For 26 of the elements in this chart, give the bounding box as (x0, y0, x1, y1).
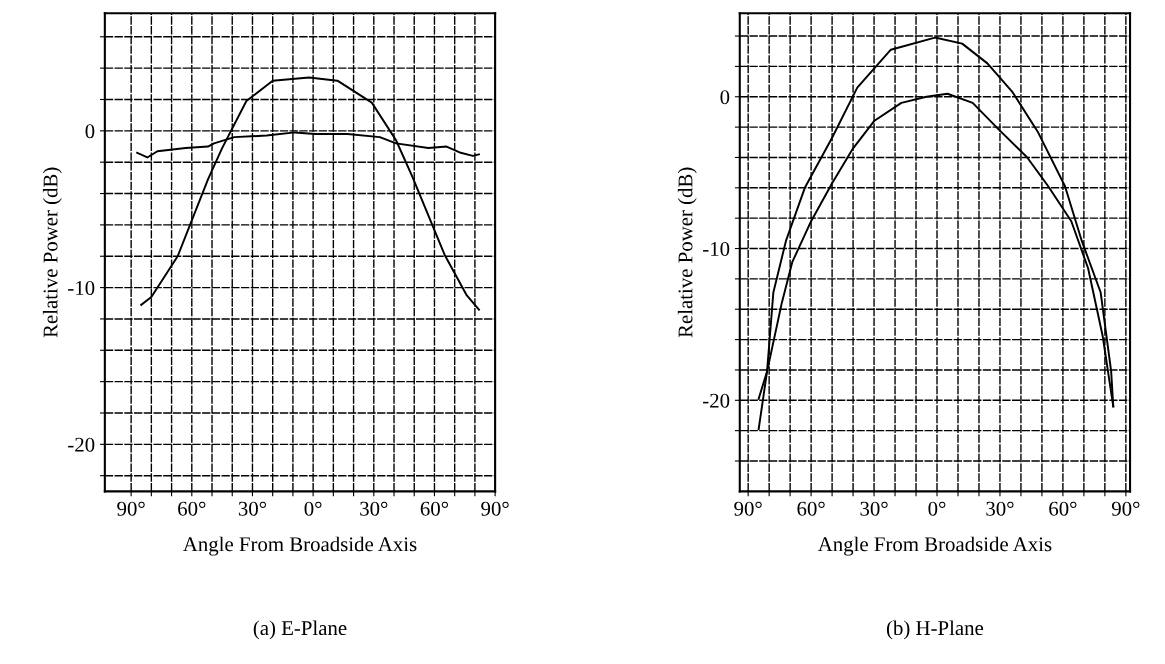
y-tick-label: -10 (703, 241, 730, 256)
x-tick-label: 90° (481, 501, 509, 516)
y-axis-title: Relative Power (dB) (42, 167, 62, 338)
x-tick-label: 90° (1111, 501, 1140, 516)
x-tick-label: 60° (420, 501, 449, 516)
x-tick-label: 30° (860, 501, 888, 516)
y-axis-title: Relative Power (dB) (677, 167, 697, 338)
x-tick-label: 60° (178, 501, 206, 516)
text: (a) E-Plane (253, 620, 347, 640)
x-tick-label: 90° (734, 501, 762, 516)
x-tick-label: 0° (928, 501, 946, 516)
x-tick-label: 30° (986, 501, 1014, 516)
x-tick-label: 60° (1049, 501, 1077, 516)
x-tick-label: 30° (238, 501, 267, 516)
y-tick-label: -20 (703, 393, 730, 408)
x-axis-title: Angle From Broadside Axis (817, 536, 1052, 556)
y-tick-label: -20 (68, 437, 95, 452)
x-axis-title: Angle From Broadside Axis (183, 536, 417, 556)
y-tick-label: 0 (720, 90, 730, 105)
x-tick-label: 90° (117, 501, 145, 516)
x-tick-label: 30° (360, 501, 388, 516)
y-tick-label: 0 (85, 124, 95, 139)
x-tick-label: 0° (304, 501, 322, 516)
text: (b) H-Plane (886, 620, 984, 640)
x-tick-label: 60° (797, 501, 825, 516)
y-tick-label: -10 (68, 280, 95, 296)
